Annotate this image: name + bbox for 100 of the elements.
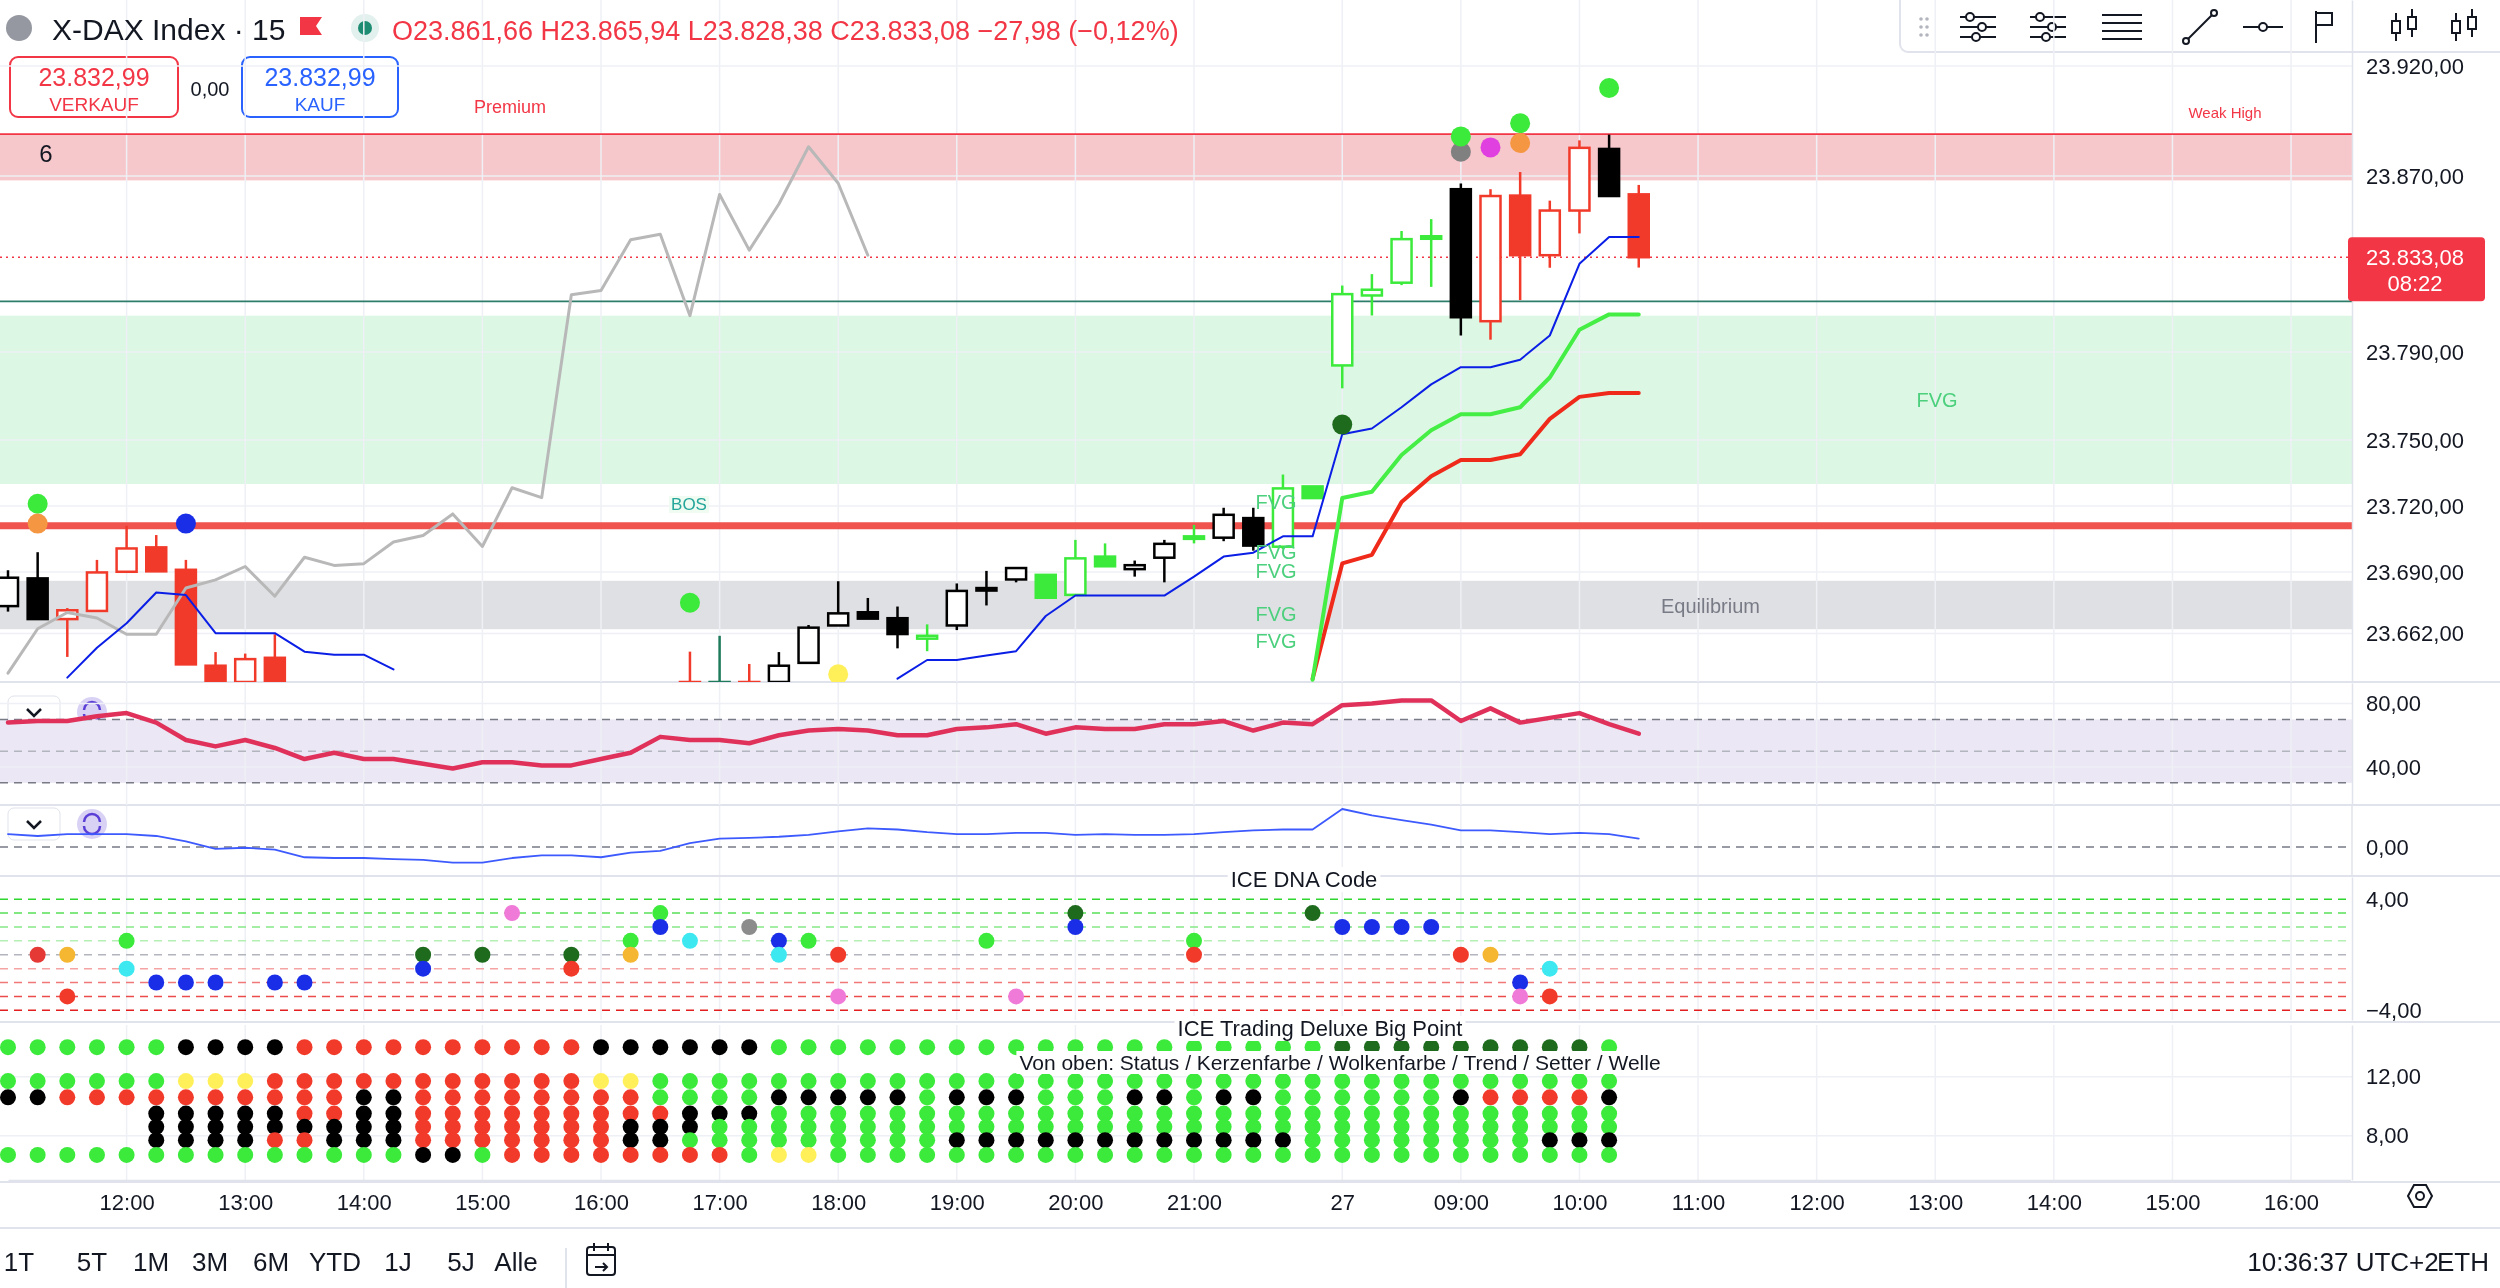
point [859,1039,876,1056]
point [1601,1118,1618,1135]
point [741,918,758,935]
x-tick-label: 09:00 [1433,1189,1489,1215]
point [741,1073,758,1090]
point [1097,1118,1114,1135]
x-tick-label: 14:00 [2026,1189,2082,1215]
point [59,1039,76,1056]
point [326,1089,343,1106]
point [1245,1073,1262,1090]
point [1452,1146,1469,1163]
point [800,1039,817,1056]
point [1541,988,1558,1005]
point [1393,1118,1410,1135]
point [1008,1132,1025,1149]
candlestick [233,652,257,682]
x-tick-label: 12:00 [1789,1189,1845,1215]
y-tick-label: −4,00 [2366,997,2422,1023]
point [266,1089,283,1106]
point [1097,1073,1114,1090]
point [1334,918,1351,935]
point [828,664,849,682]
point [29,1073,46,1090]
point [1037,1105,1054,1122]
point [266,974,283,991]
text: 08:22 [2387,271,2443,296]
point [800,1146,817,1163]
point [1186,1073,1202,1090]
point [1334,1105,1351,1122]
point [593,1089,609,1106]
point [1482,1073,1499,1090]
point [978,1039,995,1056]
point [652,1073,669,1090]
point [1423,1118,1440,1135]
point [1274,1073,1291,1090]
point [237,1146,254,1163]
point [1599,78,1620,98]
point [59,1089,76,1106]
point [1482,1146,1499,1163]
point [1363,1118,1380,1135]
point [1541,1105,1558,1122]
annotation: 0,00 [190,78,230,100]
point [1274,1118,1291,1135]
point [1186,1132,1202,1149]
point [1512,988,1529,1005]
point [889,1146,906,1163]
y-tick-label: 23.790,00 [2366,339,2464,365]
x-tick-label: 20:00 [1048,1189,1104,1215]
point [1423,1105,1440,1122]
point [118,1089,135,1106]
point [770,1039,787,1056]
point [1541,1073,1558,1090]
point [1512,1073,1529,1090]
point [1245,1118,1262,1135]
point [1274,1105,1291,1122]
point [1452,1118,1469,1135]
point [948,1039,965,1056]
point [296,1089,313,1106]
point [1067,1118,1084,1135]
point [326,1132,343,1149]
point [237,1089,254,1106]
point [1510,113,1531,134]
chart-title: ICE DNA Code [1230,867,1378,892]
point [1480,137,1501,158]
point [207,974,224,991]
x-tick-label: 12:00 [99,1189,155,1215]
point [1186,1118,1202,1135]
point [1571,1118,1588,1135]
point [29,1146,46,1163]
point [830,1105,847,1122]
point [919,1073,936,1090]
y-tick-label: 12,00 [2366,1064,2422,1090]
candlestick [1182,523,1206,545]
point [652,1132,669,1149]
point [1126,1118,1143,1135]
point [978,1146,995,1163]
annotation: KAUF [294,94,346,115]
point [1304,1118,1321,1135]
text: O23.861,66 H23.865,94 L23.828,38 C23.833,08 −27,98 (−0,12%) [392,16,1179,46]
candlestick [1419,217,1443,289]
point [711,1073,728,1090]
point [207,1089,224,1106]
point [1008,1073,1025,1090]
candlestick [1153,538,1176,584]
point [177,1089,194,1106]
point [177,1146,194,1163]
point [859,1073,876,1090]
point [148,1073,165,1090]
text: 3M [191,1247,229,1277]
point [29,946,46,963]
point [27,513,48,534]
x-tick-label: 13:00 [1908,1189,1964,1215]
point [1215,1073,1232,1090]
point [1601,1132,1618,1149]
point [1008,988,1025,1005]
point [1482,946,1499,963]
point [474,946,491,963]
point [1067,1146,1084,1163]
y-tick-label: 23.690,00 [2366,559,2464,585]
point [1541,1118,1558,1135]
